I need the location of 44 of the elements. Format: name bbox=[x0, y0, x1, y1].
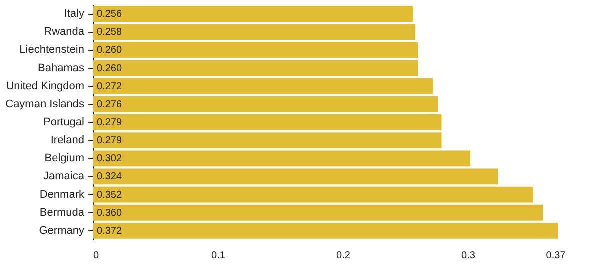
data-label: 0.276 bbox=[97, 99, 122, 110]
data-label: 0.360 bbox=[97, 208, 122, 219]
x-tick-label: 0.3 bbox=[462, 250, 476, 262]
bar bbox=[93, 24, 416, 40]
bar bbox=[93, 204, 543, 221]
y-tick-label: Denmark bbox=[40, 188, 85, 201]
data-label: 0.302 bbox=[97, 154, 122, 165]
y-tick-label: Bermuda bbox=[40, 206, 86, 219]
bar bbox=[93, 168, 498, 185]
x-tick-label: 0.1 bbox=[212, 250, 226, 262]
data-label: 0.279 bbox=[97, 118, 122, 128]
data-label: 0.352 bbox=[97, 190, 122, 201]
bar bbox=[93, 6, 413, 22]
x-tick-label: 0.2 bbox=[336, 250, 351, 262]
data-label: 0.279 bbox=[97, 136, 122, 147]
y-tick-label: Ireland bbox=[50, 134, 84, 147]
y-tick-label: Belgium bbox=[44, 152, 84, 165]
y-tick-label: Bahamas bbox=[38, 62, 85, 74]
y-tick-label: Germany bbox=[39, 224, 85, 237]
y-tick-label: Rwanda bbox=[44, 26, 86, 38]
y-tick-label: United Kingdom bbox=[6, 80, 84, 92]
bar bbox=[93, 223, 558, 239]
bar bbox=[93, 96, 438, 112]
y-tick-label: Jamaica bbox=[44, 170, 86, 183]
bar bbox=[93, 60, 418, 76]
data-label: 0.324 bbox=[97, 172, 122, 183]
bar bbox=[93, 132, 442, 149]
bar bbox=[93, 42, 418, 58]
data-label: 0.372 bbox=[97, 226, 122, 237]
data-label: 0.272 bbox=[97, 81, 122, 92]
y-tick-label: Liechtenstein bbox=[20, 44, 84, 56]
bar bbox=[93, 186, 533, 203]
bar bbox=[93, 150, 470, 167]
bar bbox=[93, 114, 442, 130]
data-label: 0.256 bbox=[97, 9, 122, 20]
data-label: 0.260 bbox=[97, 63, 122, 74]
x-tick-label: 0 bbox=[94, 250, 100, 262]
data-label: 0.260 bbox=[97, 45, 122, 56]
data-label: 0.258 bbox=[97, 27, 122, 38]
y-tick-label: Italy bbox=[64, 8, 85, 20]
y-tick-label: Portugal bbox=[44, 116, 84, 128]
x-tick-label: 0.37 bbox=[546, 250, 566, 262]
bar bbox=[93, 78, 433, 94]
y-tick-label: Cayman Islands bbox=[6, 98, 85, 110]
